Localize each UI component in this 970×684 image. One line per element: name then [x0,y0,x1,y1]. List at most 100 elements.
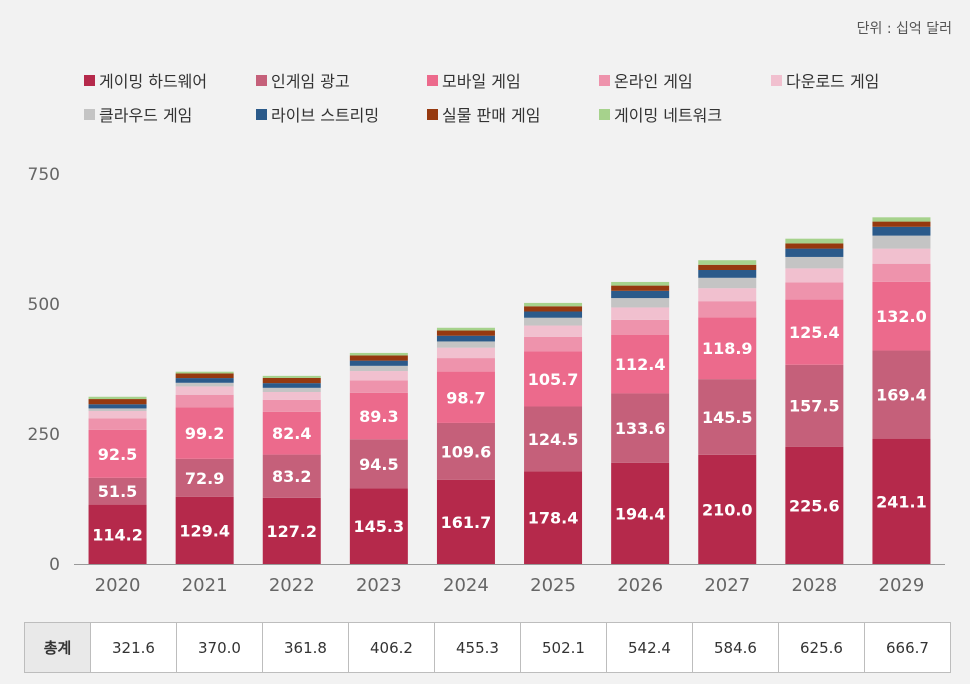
bar-segment [785,282,844,300]
data-label: 210.0 [702,500,753,519]
bar-segment [524,471,583,564]
bar-segment [436,479,495,564]
legend-label: 게이밍 네트워크 [614,106,723,125]
bar-segment [785,268,844,283]
legend-label: 라이브 스트리밍 [271,106,380,125]
bar-segment [611,462,670,564]
bar-segment [436,422,495,480]
bar-segment [698,454,757,564]
legend-item: 다운로드 게임 [771,68,879,92]
bar-segment [88,399,147,405]
totals-table: 총계 321.6 370.0 361.8 406.2 455.3 502.1 542.4 58… [24,622,951,673]
data-label: 83.2 [272,467,311,486]
bar-segment [349,352,408,356]
bar-segment [872,281,931,351]
legend-swatch [84,108,95,120]
bar-segment [611,334,670,394]
legend-swatch [84,74,95,86]
data-label: 157.5 [789,397,840,416]
data-label: 124.5 [528,430,579,449]
legend-swatch [599,74,610,86]
bar-segment [349,392,408,440]
bar-segment [785,446,844,564]
bar-segment [524,306,583,312]
bar-segment [785,243,844,249]
bar-segment [88,404,147,409]
bar-segment [436,347,495,359]
bar-segment [262,377,321,384]
legend-label: 게이밍 하드웨어 [99,72,208,91]
bar-segment [872,235,931,249]
bar-segment [175,386,234,395]
bar-segment [262,375,321,378]
legend-item: 온라인 게임 [599,68,693,92]
data-label: 129.4 [179,521,230,540]
legend-item: 인게임 광고 [256,68,350,92]
data-label: 109.6 [441,442,492,461]
x-tick-label: 2026 [617,575,663,596]
bar-segment [698,301,757,318]
bar-segment [524,336,583,352]
x-tick-label: 2028 [791,575,837,596]
bar-segment [262,497,321,564]
x-tick-label: 2021 [182,575,228,596]
bar-segment [524,302,583,307]
data-label: 99.2 [185,424,224,443]
bar-segment [698,288,757,302]
y-tick-label: 250 [28,425,60,445]
bar-segment [175,458,234,497]
legend-label: 다운로드 게임 [786,72,880,91]
bar-segment [698,277,757,289]
total-value: 542.4 [606,622,693,673]
data-label: 178.4 [528,509,579,528]
legend-label: 모바일 게임 [442,72,521,91]
x-tick-label: 2023 [356,575,402,596]
totals-header: 총계 [24,622,91,673]
legend-item: 게이밍 하드웨어 [84,68,207,92]
bar-segment [872,221,931,227]
total-value: 666.7 [864,622,951,673]
bar-segment [175,373,234,379]
legend-label: 실물 판매 게임 [442,106,541,125]
bar-segment [349,488,408,564]
data-label: 169.4 [876,386,927,405]
total-value: 406.2 [348,622,435,673]
total-value: 625.6 [778,622,865,673]
bar-segment [611,319,670,335]
legend-swatch [256,108,267,120]
legend-item: 클라우드 게임 [84,102,192,126]
legend-swatch [771,74,782,86]
data-label: 241.1 [876,492,927,511]
total-value: 361.8 [262,622,349,673]
legend-item: 모바일 게임 [427,68,521,92]
bar-segment [262,391,321,400]
legend-item: 게이밍 네트워크 [599,102,722,126]
legend-item: 라이브 스트리밍 [256,102,379,126]
x-tick-label: 2027 [704,575,750,596]
bar-segment [436,335,495,342]
data-label: 114.2 [92,525,143,544]
legend-label: 온라인 게임 [614,72,693,91]
bar-segment [698,379,757,455]
bar-segment [175,378,234,383]
data-label: 89.3 [359,407,398,426]
bar-segment [872,248,931,264]
bar-segment [785,364,844,447]
x-tick-label: 2022 [269,575,315,596]
data-label: 161.7 [441,513,492,532]
bar-segment [436,358,495,372]
bar-segment [611,298,670,308]
legend-swatch [427,74,438,86]
total-value: 370.0 [176,622,263,673]
bar-segment [349,380,408,393]
data-label: 112.4 [615,355,666,374]
data-label: 94.5 [359,455,398,474]
bar-segment [88,396,147,400]
legend-swatch [427,108,438,120]
bar-segment [785,238,844,244]
bar-segment [175,382,234,387]
data-label: 125.4 [789,323,840,342]
bar-segment [524,406,583,472]
total-value: 455.3 [434,622,521,673]
total-value: 321.6 [90,622,177,673]
